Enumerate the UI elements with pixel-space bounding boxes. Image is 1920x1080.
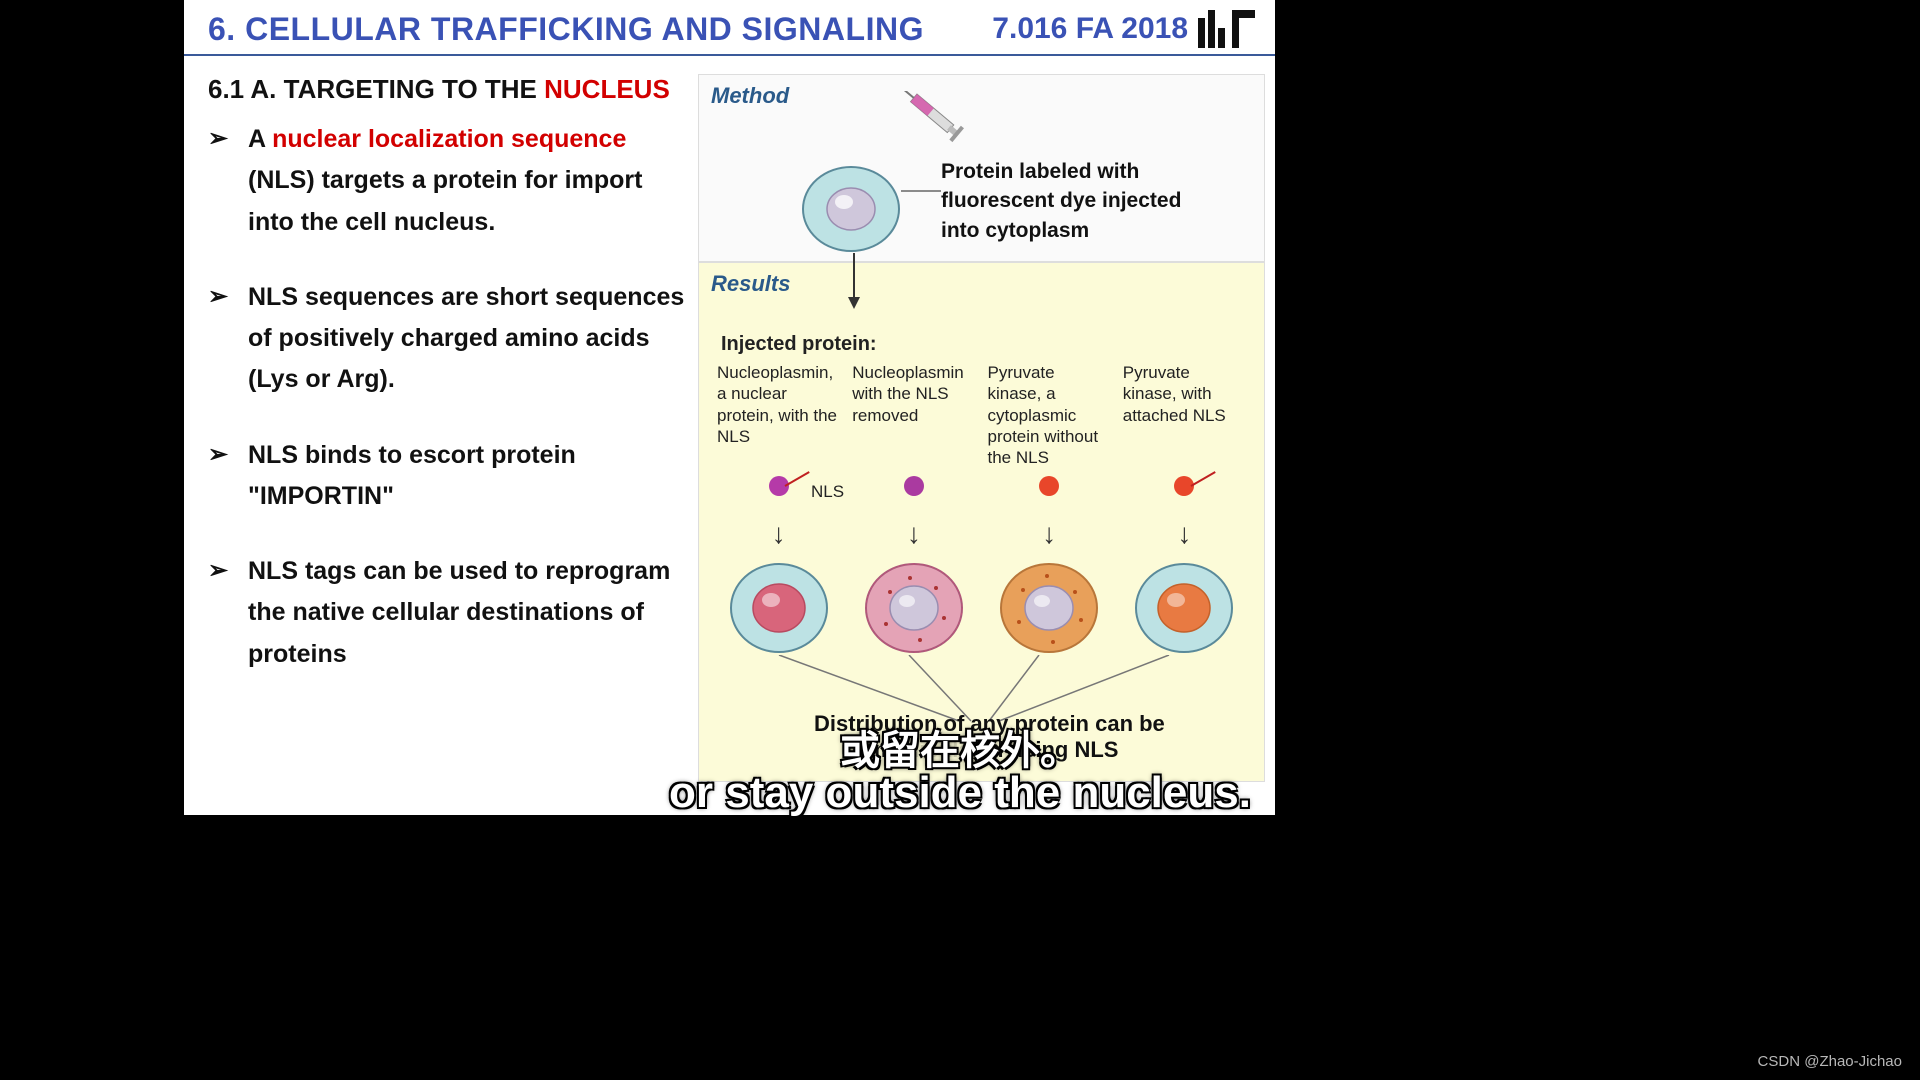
result-cell-icon <box>725 558 833 658</box>
bullet-post: (NLS) targets a protein for import into … <box>248 166 642 235</box>
header-right: 7.016 FA 2018 <box>992 10 1255 48</box>
slide-body: 6.1 A. TARGETING TO THE NUCLEUS A nuclea… <box>184 56 1275 782</box>
nls-tag: NLS <box>811 482 844 502</box>
result-cell-icon <box>1130 558 1238 658</box>
bullet-text: NLS tags can be used to reprogram the na… <box>248 557 670 668</box>
slide-title: 6. CELLULAR TRAFFICKING AND SIGNALING <box>208 11 924 48</box>
bullet-item: NLS tags can be used to reprogram the na… <box>226 551 688 675</box>
result-column: Pyruvate kinase, with attached NLS ↓ <box>1117 362 1252 658</box>
col-label: Nucleoplasmin with the NLS removed <box>846 362 981 470</box>
course-code: 7.016 FA 2018 <box>992 12 1188 46</box>
bullet-pre: A <box>248 125 272 153</box>
subsection-prefix: 6.1 A. TARGETING TO THE <box>208 74 544 104</box>
col-label: Nucleoplasmin, a nuclear protein, with t… <box>711 362 846 470</box>
bullet-list: A nuclear localization sequence (NLS) ta… <box>208 119 688 675</box>
arrow-down-icon: ↓ <box>711 518 846 550</box>
arrow-down-icon: ↓ <box>1117 518 1252 550</box>
bullet-text: NLS binds to escort protein "IMPORTIN" <box>248 441 576 510</box>
protein-dot: NLS <box>711 476 846 516</box>
bullet-item: A nuclear localization sequence (NLS) ta… <box>226 119 688 243</box>
protein-dot <box>846 476 981 516</box>
lecture-slide: 6. CELLULAR TRAFFICKING AND SIGNALING 7.… <box>184 0 1275 815</box>
result-column: Nucleoplasmin, a nuclear protein, with t… <box>711 362 846 658</box>
result-column: Nucleoplasmin with the NLS removed ↓ <box>846 362 981 658</box>
injected-protein-label: Injected protein: <box>721 333 1252 356</box>
slide-header: 6. CELLULAR TRAFFICKING AND SIGNALING 7.… <box>184 0 1275 56</box>
results-columns: Nucleoplasmin, a nuclear protein, with t… <box>711 362 1252 658</box>
col-label: Pyruvate kinase, a cytoplasmic protein w… <box>982 362 1117 470</box>
mit-logo-icon <box>1198 10 1255 48</box>
method-caption: Protein labeled with fluorescent dye inj… <box>941 157 1211 245</box>
arrow-down-icon: ↓ <box>846 518 981 550</box>
bullet-item: NLS sequences are short sequences of pos… <box>226 277 688 401</box>
result-cell-icon <box>995 558 1103 658</box>
method-diagram: Protein labeled with fluorescent dye inj… <box>711 109 1252 259</box>
result-column: Pyruvate kinase, a cytoplasmic protein w… <box>982 362 1117 658</box>
results-panel: Results Injected protein: Nucleoplasmin,… <box>698 262 1265 782</box>
subtitle-english: or stay outside the nucleus. <box>669 768 1251 818</box>
bullet-highlight: nuclear localization sequence <box>272 125 626 153</box>
arrow-down-icon <box>839 253 869 309</box>
bullet-text: NLS sequences are short sequences of pos… <box>248 283 684 394</box>
arrow-down-icon: ↓ <box>982 518 1117 550</box>
left-column: 6.1 A. TARGETING TO THE NUCLEUS A nuclea… <box>208 74 688 782</box>
col-label: Pyruvate kinase, with attached NLS <box>1117 362 1252 470</box>
protein-dot <box>982 476 1117 516</box>
method-panel: Method <box>698 74 1265 262</box>
bullet-item: NLS binds to escort protein "IMPORTIN" <box>226 435 688 518</box>
result-cell-icon <box>860 558 968 658</box>
subsection-highlight: NUCLEUS <box>544 74 670 104</box>
results-label: Results <box>711 271 1252 297</box>
watermark-text: CSDN @Zhao-Jichao <box>1758 1053 1902 1070</box>
right-column: Method <box>698 74 1275 782</box>
subsection-heading: 6.1 A. TARGETING TO THE NUCLEUS <box>208 74 688 105</box>
protein-dot <box>1117 476 1252 516</box>
